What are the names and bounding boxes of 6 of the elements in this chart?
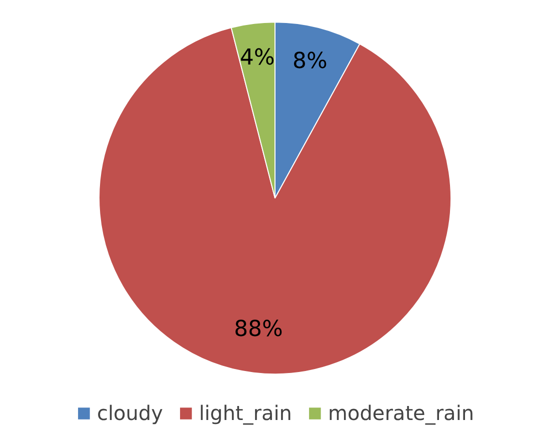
legend-label: moderate_rain: [328, 401, 474, 425]
data-label: 8%: [292, 48, 328, 74]
legend-label: cloudy: [96, 401, 163, 425]
legend-label: light_rain: [198, 401, 292, 425]
data-label: 4%: [240, 46, 275, 71]
data-label: 88%: [234, 316, 283, 342]
